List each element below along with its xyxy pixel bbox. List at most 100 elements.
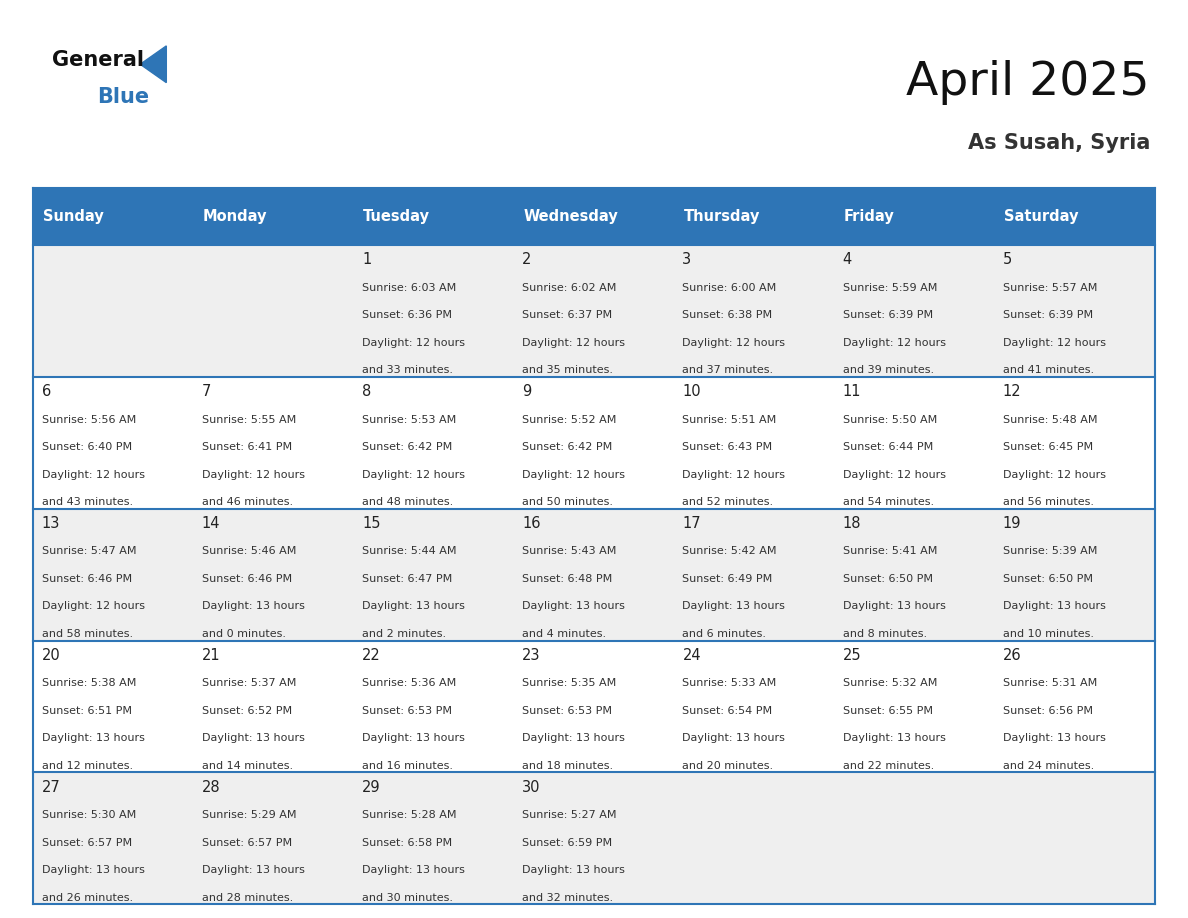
Text: Sunrise: 5:29 AM: Sunrise: 5:29 AM	[202, 810, 296, 820]
Text: 12: 12	[1003, 385, 1022, 399]
Text: and 41 minutes.: and 41 minutes.	[1003, 365, 1094, 375]
Text: Daylight: 13 hours: Daylight: 13 hours	[42, 865, 145, 875]
Text: and 28 minutes.: and 28 minutes.	[202, 892, 293, 902]
Text: and 58 minutes.: and 58 minutes.	[42, 629, 133, 639]
Text: Sunset: 6:53 PM: Sunset: 6:53 PM	[523, 706, 612, 716]
Text: 9: 9	[523, 385, 531, 399]
Text: and 50 minutes.: and 50 minutes.	[523, 498, 613, 507]
Text: Sunrise: 5:32 AM: Sunrise: 5:32 AM	[842, 678, 937, 688]
Text: and 24 minutes.: and 24 minutes.	[1003, 761, 1094, 771]
Text: Sunrise: 5:44 AM: Sunrise: 5:44 AM	[362, 546, 456, 556]
Text: Daylight: 12 hours: Daylight: 12 hours	[523, 470, 625, 479]
Text: Sunrise: 5:42 AM: Sunrise: 5:42 AM	[682, 546, 777, 556]
Text: Daylight: 13 hours: Daylight: 13 hours	[842, 733, 946, 744]
Text: Daylight: 13 hours: Daylight: 13 hours	[202, 865, 304, 875]
Text: 5: 5	[1003, 252, 1012, 267]
Text: and 4 minutes.: and 4 minutes.	[523, 629, 606, 639]
Text: Thursday: Thursday	[684, 209, 760, 224]
Text: and 12 minutes.: and 12 minutes.	[42, 761, 133, 771]
Text: Sunrise: 5:43 AM: Sunrise: 5:43 AM	[523, 546, 617, 556]
Text: Sunrise: 5:41 AM: Sunrise: 5:41 AM	[842, 546, 937, 556]
Text: Monday: Monday	[203, 209, 267, 224]
Text: 16: 16	[523, 516, 541, 532]
Text: Sunset: 6:48 PM: Sunset: 6:48 PM	[523, 574, 613, 584]
Text: 26: 26	[1003, 648, 1022, 663]
Text: Sunset: 6:57 PM: Sunset: 6:57 PM	[42, 837, 132, 847]
Text: As Susah, Syria: As Susah, Syria	[967, 133, 1150, 153]
Text: Sunrise: 5:47 AM: Sunrise: 5:47 AM	[42, 546, 137, 556]
Text: Sunrise: 5:36 AM: Sunrise: 5:36 AM	[362, 678, 456, 688]
Text: Sunrise: 5:53 AM: Sunrise: 5:53 AM	[362, 415, 456, 424]
Text: Sunrise: 5:37 AM: Sunrise: 5:37 AM	[202, 678, 296, 688]
Text: Sunset: 6:47 PM: Sunset: 6:47 PM	[362, 574, 453, 584]
Text: Sunrise: 5:59 AM: Sunrise: 5:59 AM	[842, 283, 937, 293]
Text: Sunrise: 5:48 AM: Sunrise: 5:48 AM	[1003, 415, 1098, 424]
Text: Sunset: 6:42 PM: Sunset: 6:42 PM	[523, 442, 613, 452]
Text: Daylight: 12 hours: Daylight: 12 hours	[682, 470, 785, 479]
Text: Sunset: 6:41 PM: Sunset: 6:41 PM	[202, 442, 292, 452]
Text: 13: 13	[42, 516, 59, 532]
Text: 7: 7	[202, 385, 211, 399]
Text: Sunset: 6:37 PM: Sunset: 6:37 PM	[523, 310, 612, 320]
Text: Sunrise: 5:39 AM: Sunrise: 5:39 AM	[1003, 546, 1098, 556]
Text: 17: 17	[682, 516, 701, 532]
Text: Sunset: 6:43 PM: Sunset: 6:43 PM	[682, 442, 772, 452]
Text: Sunset: 6:38 PM: Sunset: 6:38 PM	[682, 310, 772, 320]
Text: Daylight: 13 hours: Daylight: 13 hours	[202, 733, 304, 744]
Text: Daylight: 12 hours: Daylight: 12 hours	[42, 601, 145, 611]
Text: Daylight: 12 hours: Daylight: 12 hours	[842, 470, 946, 479]
Text: Sunset: 6:58 PM: Sunset: 6:58 PM	[362, 837, 453, 847]
Text: 30: 30	[523, 779, 541, 795]
Text: Daylight: 12 hours: Daylight: 12 hours	[202, 470, 305, 479]
Text: Sunset: 6:36 PM: Sunset: 6:36 PM	[362, 310, 451, 320]
Text: Wednesday: Wednesday	[524, 209, 618, 224]
Text: Sunset: 6:51 PM: Sunset: 6:51 PM	[42, 706, 132, 716]
Text: Sunset: 6:54 PM: Sunset: 6:54 PM	[682, 706, 772, 716]
Text: Daylight: 13 hours: Daylight: 13 hours	[42, 733, 145, 744]
Text: Daylight: 13 hours: Daylight: 13 hours	[362, 865, 465, 875]
Text: Sunset: 6:50 PM: Sunset: 6:50 PM	[842, 574, 933, 584]
Text: Sunset: 6:52 PM: Sunset: 6:52 PM	[202, 706, 292, 716]
Text: General: General	[52, 50, 144, 71]
Text: Sunrise: 6:00 AM: Sunrise: 6:00 AM	[682, 283, 777, 293]
Text: Daylight: 12 hours: Daylight: 12 hours	[842, 338, 946, 348]
Text: and 56 minutes.: and 56 minutes.	[1003, 498, 1094, 507]
Text: and 22 minutes.: and 22 minutes.	[842, 761, 934, 771]
Text: 29: 29	[362, 779, 380, 795]
Text: and 6 minutes.: and 6 minutes.	[682, 629, 766, 639]
Text: and 14 minutes.: and 14 minutes.	[202, 761, 293, 771]
Text: Sunrise: 6:03 AM: Sunrise: 6:03 AM	[362, 283, 456, 293]
Text: Sunrise: 5:38 AM: Sunrise: 5:38 AM	[42, 678, 135, 688]
Text: Daylight: 12 hours: Daylight: 12 hours	[42, 470, 145, 479]
Text: Daylight: 13 hours: Daylight: 13 hours	[1003, 733, 1106, 744]
Text: Daylight: 12 hours: Daylight: 12 hours	[1003, 470, 1106, 479]
Text: Daylight: 13 hours: Daylight: 13 hours	[362, 601, 465, 611]
Text: Sunset: 6:39 PM: Sunset: 6:39 PM	[842, 310, 933, 320]
Text: Sunset: 6:40 PM: Sunset: 6:40 PM	[42, 442, 132, 452]
Text: Daylight: 12 hours: Daylight: 12 hours	[523, 338, 625, 348]
Text: Sunrise: 5:27 AM: Sunrise: 5:27 AM	[523, 810, 617, 820]
Text: Sunset: 6:59 PM: Sunset: 6:59 PM	[523, 837, 612, 847]
Text: Sunrise: 5:46 AM: Sunrise: 5:46 AM	[202, 546, 296, 556]
Text: 25: 25	[842, 648, 861, 663]
Text: Sunrise: 5:51 AM: Sunrise: 5:51 AM	[682, 415, 777, 424]
Text: Blue: Blue	[97, 87, 150, 107]
Text: 22: 22	[362, 648, 380, 663]
Text: 20: 20	[42, 648, 61, 663]
Text: 6: 6	[42, 385, 51, 399]
Text: Daylight: 12 hours: Daylight: 12 hours	[362, 338, 465, 348]
Text: Sunset: 6:55 PM: Sunset: 6:55 PM	[842, 706, 933, 716]
Text: Sunrise: 5:31 AM: Sunrise: 5:31 AM	[1003, 678, 1097, 688]
Text: Daylight: 13 hours: Daylight: 13 hours	[1003, 601, 1106, 611]
Text: 23: 23	[523, 648, 541, 663]
Text: Sunset: 6:42 PM: Sunset: 6:42 PM	[362, 442, 453, 452]
Text: Sunrise: 5:55 AM: Sunrise: 5:55 AM	[202, 415, 296, 424]
Text: Sunset: 6:45 PM: Sunset: 6:45 PM	[1003, 442, 1093, 452]
Text: 24: 24	[682, 648, 701, 663]
Text: and 39 minutes.: and 39 minutes.	[842, 365, 934, 375]
Text: 14: 14	[202, 516, 220, 532]
Text: Sunset: 6:44 PM: Sunset: 6:44 PM	[842, 442, 933, 452]
Text: Sunrise: 5:50 AM: Sunrise: 5:50 AM	[842, 415, 937, 424]
Text: 2: 2	[523, 252, 531, 267]
Text: and 2 minutes.: and 2 minutes.	[362, 629, 447, 639]
